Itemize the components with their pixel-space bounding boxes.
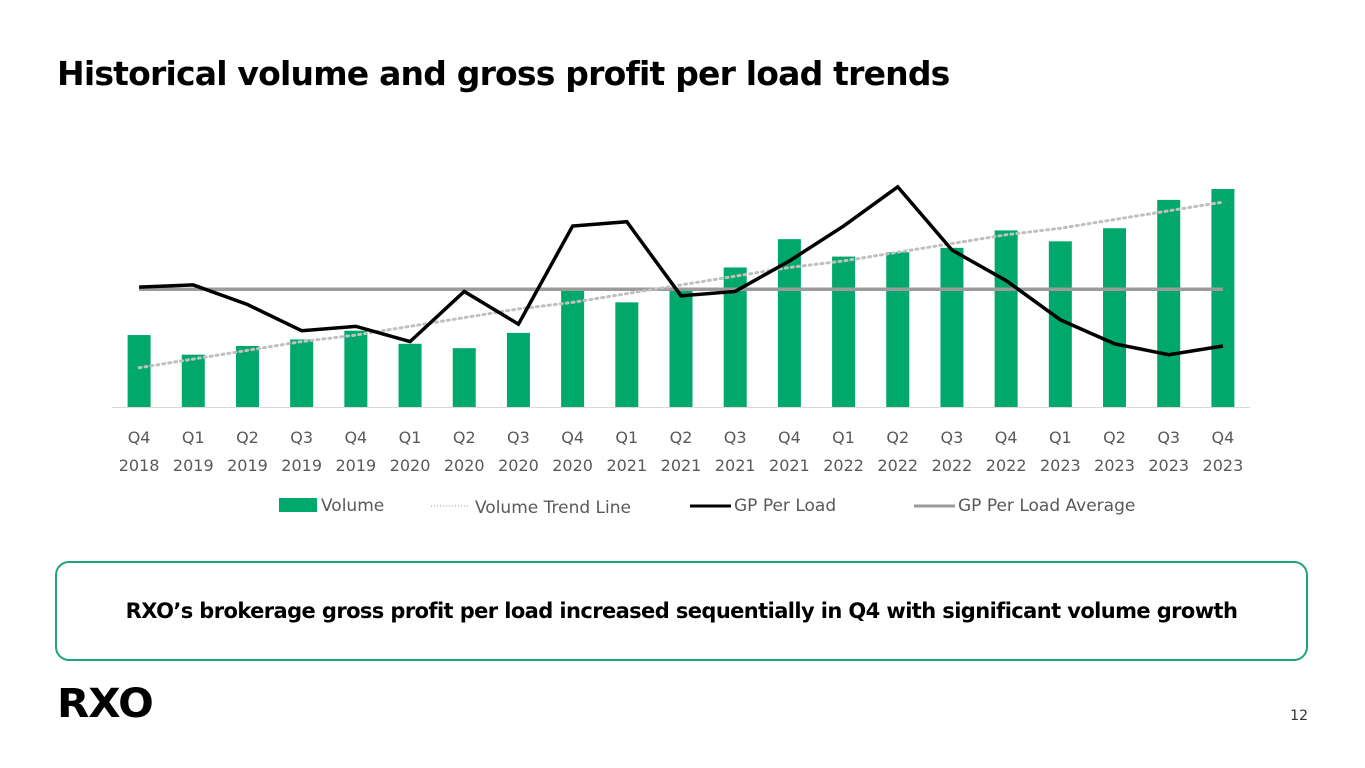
x-tick-year: 2023	[1040, 456, 1081, 475]
volume-gp-chart: Q4 2018 Q1 2019 Q2 2019 Q3 2019 Q4 2019 Q1 2020 Q2 20…	[112, 184, 1250, 518]
x-tick-quarter: Q2	[886, 428, 909, 447]
page-number: 12	[1290, 708, 1308, 724]
x-tick-year: 2022	[932, 456, 973, 475]
x-tick-year: 2018	[119, 456, 160, 475]
volume-bar	[832, 256, 856, 407]
x-tick-year: 2021	[661, 456, 702, 475]
x-tick-quarter: Q4	[561, 428, 584, 447]
x-tick-quarter: Q2	[453, 428, 476, 447]
x-tick-year: 2021	[715, 456, 756, 475]
x-tick-year: 2022	[986, 456, 1027, 475]
x-tick-quarter: Q4	[1212, 428, 1235, 447]
legend-swatch-volume	[279, 498, 317, 512]
x-tick-year: 2020	[390, 456, 431, 475]
x-tick-quarter: Q1	[832, 428, 855, 447]
x-tick-quarter: Q2	[1103, 428, 1126, 447]
volume-bar	[886, 252, 910, 407]
volume-bar	[1157, 199, 1181, 407]
x-tick-year: 2020	[444, 456, 485, 475]
x-tick-quarter: Q1	[1049, 428, 1072, 447]
volume-bar	[235, 345, 259, 407]
volume-bar	[506, 332, 530, 407]
x-tick-quarter: Q4	[344, 428, 367, 447]
x-tick-quarter: Q1	[399, 428, 422, 447]
rxo-logo: RXO	[57, 681, 154, 727]
x-tick-year: 2020	[498, 456, 539, 475]
legend-label-gp: GP Per Load	[734, 496, 836, 516]
volume-bar	[994, 230, 1018, 407]
x-tick-quarter: Q1	[615, 428, 638, 447]
volume-bar	[1048, 241, 1072, 407]
x-tick-year: 2019	[281, 456, 322, 475]
gp-per-load-line	[139, 184, 1224, 357]
x-tick-quarter: Q3	[507, 428, 530, 447]
x-tick-quarter: Q4	[995, 428, 1018, 447]
x-tick-quarter: Q3	[724, 428, 747, 447]
volume-bar	[723, 267, 747, 407]
volume-bar	[615, 302, 639, 407]
volume-bar	[669, 289, 693, 407]
volume-bar	[127, 335, 151, 407]
key-takeaway-text: RXO’s brokerage gross profit per load in…	[125, 599, 1238, 623]
x-tick-year: 2019	[227, 456, 268, 475]
volume-bar	[398, 343, 422, 407]
x-tick-year: 2023	[1148, 456, 1189, 475]
volume-trend-line	[137, 200, 1225, 370]
x-tick-year: 2021	[606, 456, 647, 475]
slide-title: Historical volume and gross profit per l…	[57, 54, 950, 93]
volume-bar	[1211, 189, 1235, 407]
x-tick-year: 2023	[1094, 456, 1135, 475]
x-tick-quarter: Q1	[182, 428, 205, 447]
volume-bar	[452, 348, 476, 407]
x-tick-year: 2019	[173, 456, 214, 475]
volume-bar	[1103, 228, 1127, 407]
volume-bar	[777, 239, 801, 407]
x-tick-year: 2022	[823, 456, 864, 475]
x-tick-quarter: Q2	[236, 428, 259, 447]
x-tick-year: 2020	[552, 456, 593, 475]
x-tick-year: 2022	[877, 456, 918, 475]
x-tick-year: 2021	[769, 456, 810, 475]
legend-label-volume: Volume	[321, 496, 384, 516]
key-takeaway-box: RXO’s brokerage gross profit per load in…	[55, 561, 1308, 661]
x-tick-quarter: Q3	[1157, 428, 1180, 447]
volume-bar	[344, 330, 368, 407]
x-tick-year: 2023	[1203, 456, 1244, 475]
volume-bar	[940, 247, 964, 407]
x-tick-year: 2019	[335, 456, 376, 475]
x-tick-quarter: Q4	[128, 428, 151, 447]
volume-bar	[561, 289, 585, 407]
volume-bar	[181, 354, 205, 407]
x-tick-quarter: Q3	[290, 428, 313, 447]
x-tick-quarter: Q2	[670, 428, 693, 447]
x-tick-quarter: Q3	[941, 428, 964, 447]
legend-label-trend: Volume Trend Line	[475, 498, 631, 518]
legend-label-gp-average: GP Per Load Average	[958, 496, 1135, 516]
volume-bar	[290, 339, 314, 407]
x-tick-quarter: Q4	[778, 428, 801, 447]
